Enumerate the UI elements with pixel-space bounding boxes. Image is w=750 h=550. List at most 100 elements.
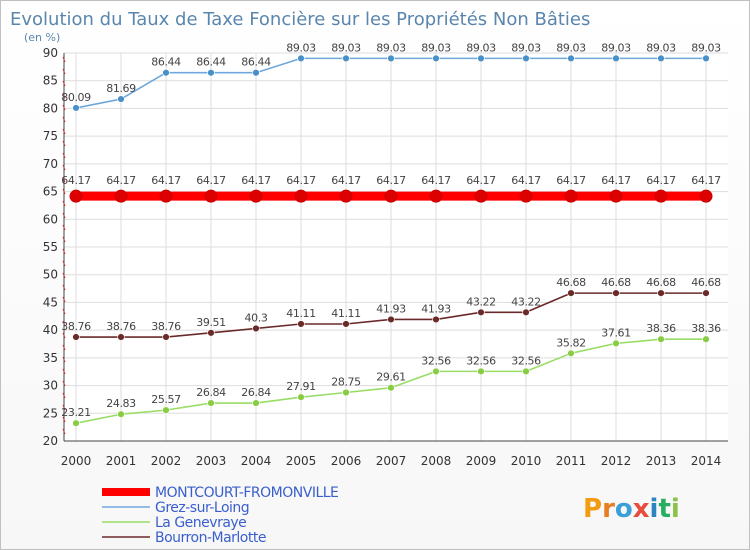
- data-label: 64.17: [556, 174, 586, 187]
- data-label: 41.93: [421, 302, 451, 315]
- data-label: 43.22: [466, 295, 496, 308]
- y-tick-label: 40: [43, 323, 58, 337]
- axis-dash: [62, 92, 66, 99]
- y-tick-label: 90: [43, 46, 58, 60]
- data-label: 64.17: [151, 174, 181, 187]
- data-point: [699, 189, 713, 203]
- data-label: 89.03: [286, 41, 316, 54]
- data-label: 81.69: [106, 82, 136, 95]
- data-point: [477, 367, 485, 376]
- data-label: 89.03: [331, 41, 361, 54]
- axes: 20 25 30 35 40 45 50 55 60 65 70 75 80 85 90 2000 2001 20…: [43, 46, 728, 468]
- data-point: [252, 69, 260, 77]
- data-label: 35.82: [556, 336, 586, 349]
- data-point: [339, 189, 353, 203]
- legend-item: Grez-sur-Loing: [102, 500, 250, 516]
- y-tick-label: 50: [43, 268, 58, 282]
- data-point: [432, 315, 440, 324]
- data-point: [249, 189, 263, 203]
- legend-label: Grez-sur-Loing: [155, 500, 249, 516]
- legend-item: Bourron-Marlotte: [102, 530, 266, 546]
- proxiti-logo: Proxiti: [583, 494, 680, 524]
- data-label: 64.17: [691, 174, 721, 187]
- data-point: [297, 54, 305, 63]
- data-point: [522, 308, 530, 316]
- data-point: [567, 349, 575, 358]
- data-point: [342, 54, 350, 63]
- data-point: [387, 54, 395, 63]
- y-tick-label: 30: [43, 379, 58, 393]
- data-point: [69, 189, 83, 203]
- x-tick-label: 2007: [376, 454, 407, 468]
- data-point: [252, 399, 260, 407]
- data-point: [657, 289, 665, 297]
- data-label: 41.93: [376, 302, 406, 315]
- data-label: 89.03: [466, 41, 496, 54]
- data-point: [159, 189, 173, 203]
- data-point: [522, 367, 530, 376]
- data-label: 26.84: [196, 386, 226, 399]
- data-label: 89.03: [376, 41, 406, 54]
- axis-dash: [62, 428, 66, 435]
- y-tick-label: 35: [43, 351, 58, 365]
- data-label: 46.68: [691, 276, 721, 289]
- chart-title: Evolution du Taux de Taxe Foncière sur l…: [10, 9, 590, 30]
- data-point: [117, 410, 125, 418]
- data-label: 38.36: [646, 322, 676, 335]
- axis-dash: [62, 392, 66, 399]
- axis-dash: [62, 416, 66, 423]
- data-point: [657, 335, 665, 343]
- data-label: 40.3: [245, 311, 268, 324]
- data-label: 64.17: [601, 174, 631, 187]
- data-point: [72, 104, 80, 112]
- y-tick-label: 60: [43, 212, 58, 226]
- data-label: 38.76: [151, 320, 181, 333]
- x-tick-label: 2008: [421, 454, 452, 468]
- x-tick-label: 2001: [106, 454, 137, 468]
- x-tick-label: 2014: [691, 454, 722, 468]
- axis-dash: [62, 80, 66, 87]
- data-label: 28.75: [331, 376, 361, 389]
- data-label: 89.03: [601, 41, 631, 54]
- data-point: [72, 333, 80, 341]
- data-label: 38.76: [61, 320, 91, 333]
- axis-dash: [62, 380, 66, 387]
- axis-dash: [62, 164, 66, 171]
- data-point: [207, 69, 215, 77]
- data-label: 64.17: [646, 174, 676, 187]
- data-point: [117, 95, 125, 103]
- axis-dash: [62, 176, 66, 183]
- data-point: [387, 315, 395, 324]
- data-label: 64.17: [466, 174, 496, 187]
- axis-dash: [62, 272, 66, 279]
- axis-dash: [62, 56, 66, 63]
- data-label: 39.51: [196, 316, 226, 329]
- data-label: 89.03: [556, 41, 586, 54]
- data-point: [294, 189, 308, 203]
- axis-dash: [62, 332, 66, 339]
- data-label: 26.84: [241, 386, 271, 399]
- data-point: [384, 189, 398, 203]
- axis-dash: [62, 404, 66, 411]
- data-point: [207, 399, 215, 407]
- legend-label: MONTCOURT-FROMONVILLE: [155, 485, 338, 501]
- data-label: 29.61: [376, 371, 406, 384]
- data-label: 43.22: [511, 295, 541, 308]
- axis-dash: [62, 260, 66, 267]
- data-label: 64.17: [241, 174, 271, 187]
- data-point: [432, 367, 440, 376]
- data-label: 89.03: [511, 41, 541, 54]
- data-label: 32.56: [511, 354, 541, 367]
- data-point: [72, 419, 80, 427]
- data-label: 64.17: [196, 174, 226, 187]
- series-la-genevraye: 23.21 24.83 25.57 26.84 26.84 27.91 28.75 29.61…: [61, 322, 722, 427]
- x-tick-label: 2012: [601, 454, 632, 468]
- axis-dash: [62, 188, 66, 195]
- axis-dash: [62, 344, 66, 351]
- x-tick-label: 2005: [286, 454, 317, 468]
- data-point: [609, 189, 623, 203]
- data-point: [387, 384, 395, 392]
- data-label: 89.03: [691, 41, 721, 54]
- x-tick-label: 2009: [466, 454, 497, 468]
